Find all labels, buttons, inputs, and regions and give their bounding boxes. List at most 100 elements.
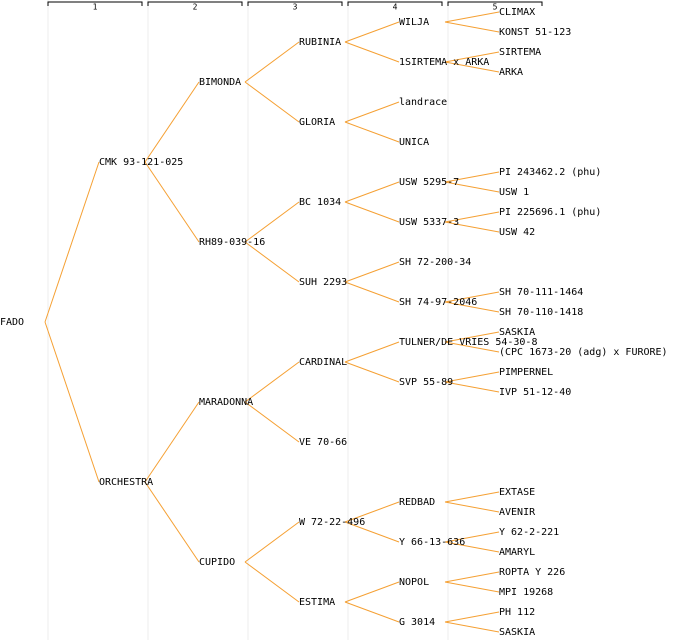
node-label: AMARYL (499, 547, 535, 558)
column-bracket (447, 1, 543, 6)
connector (344, 601, 400, 623)
connector (344, 41, 400, 63)
connector (244, 561, 300, 603)
connector (444, 221, 500, 233)
node-label: SH 70-111-1464 (499, 287, 583, 298)
connector (444, 381, 500, 393)
connector (44, 161, 100, 323)
connector (244, 41, 300, 83)
connector (444, 291, 500, 303)
node-label: USW 42 (499, 227, 535, 238)
connector (444, 371, 500, 383)
column-bracket (347, 1, 443, 6)
connector (444, 341, 500, 353)
connector (444, 21, 500, 33)
node-label: G 3014 (399, 617, 435, 628)
node-label: SH 70-110-1418 (499, 307, 583, 318)
node-label: 1SIRTEMA x ARKA (399, 57, 489, 68)
column-number: 1 (93, 3, 98, 12)
node-label: GLORIA (299, 117, 335, 128)
connector (344, 501, 400, 523)
connector (344, 521, 400, 543)
connector (444, 211, 500, 223)
connector (444, 171, 500, 183)
connector (344, 201, 400, 223)
node-label: SVP 55-89 (399, 377, 453, 388)
column-bracket (47, 1, 143, 6)
node-label: SASKIA (499, 327, 535, 338)
node-label: ROPTA Y 226 (499, 567, 565, 578)
node-label: WILJA (399, 17, 429, 28)
node-label: BIMONDA (199, 77, 241, 88)
connector (244, 201, 300, 243)
connector (444, 301, 500, 313)
node-label: CUPIDO (199, 557, 235, 568)
node-label: ARKA (499, 67, 523, 78)
connector (244, 401, 300, 443)
connector (344, 121, 400, 143)
connector (444, 531, 500, 543)
connector (444, 611, 500, 623)
node-label: SASKIA (499, 627, 535, 638)
connector (444, 491, 500, 503)
node-label: CARDINAL (299, 357, 347, 368)
node-label: USW 5295-7 (399, 177, 459, 188)
connector (244, 81, 300, 123)
node-label: W 72-22-496 (299, 517, 365, 528)
connector (344, 21, 400, 43)
connector (444, 181, 500, 193)
connector (144, 481, 200, 563)
connector (444, 11, 500, 23)
node-label: SH 74-97-2046 (399, 297, 477, 308)
column-number: 3 (293, 3, 298, 12)
node-label: IVP 51-12-40 (499, 387, 571, 398)
node-label: ORCHESTRA (99, 477, 153, 488)
node-label: REDBAD (399, 497, 435, 508)
connector (444, 621, 500, 633)
connector (344, 361, 400, 383)
node-label: PI 243462.2 (phu) (499, 167, 601, 178)
connector (344, 581, 400, 603)
column-bracket (147, 1, 243, 6)
connector (44, 321, 100, 483)
connector (144, 401, 200, 483)
connector (444, 501, 500, 513)
connectors (44, 0, 543, 640)
node-label: MARADONNA (199, 397, 253, 408)
node-label: ESTIMA (299, 597, 335, 608)
column-number: 2 (193, 3, 198, 12)
node-label: Y 62-2-221 (499, 527, 559, 538)
connector (444, 61, 500, 73)
connector (344, 261, 400, 283)
node-label: PH 112 (499, 607, 535, 618)
connector (144, 81, 200, 163)
column-number: 4 (393, 3, 398, 12)
node-label: PIMPERNEL (499, 367, 553, 378)
node-label: AVENIR (499, 507, 536, 518)
node-label: SIRTEMA (499, 47, 541, 58)
node-label: USW 1 (499, 187, 529, 198)
node-label: UNICA (399, 137, 429, 148)
connector (344, 101, 400, 123)
node-label: landrace (399, 97, 447, 108)
node-label: SUH 2293 (299, 277, 347, 288)
connector (444, 571, 500, 583)
connector (444, 541, 500, 553)
node-label: SH 72-200-34 (399, 257, 471, 268)
connector (344, 281, 400, 303)
connector (244, 521, 300, 563)
node-label: CLIMAX (499, 7, 535, 18)
node-label: BC 1034 (299, 197, 341, 208)
connector (444, 51, 500, 63)
node-label: VE 70-66 (299, 437, 347, 448)
node-label: KONST 51-123 (499, 27, 571, 38)
labels: 1 2 3 4 5 CLIMAX KONST 51-123 WILJA SIRTEMA ARKA 1… (0, 3, 668, 639)
node-label: MPI 19268 (499, 587, 553, 598)
connector (344, 181, 400, 203)
column-number: 5 (493, 3, 498, 12)
connector (344, 341, 400, 363)
node-label: RH89-039-16 (199, 237, 265, 248)
node-label: USW 5337-3 (399, 217, 459, 228)
column-bracket (247, 1, 343, 6)
node-label: (CPC 1673-20 (adg) x FURORE) (499, 347, 668, 358)
